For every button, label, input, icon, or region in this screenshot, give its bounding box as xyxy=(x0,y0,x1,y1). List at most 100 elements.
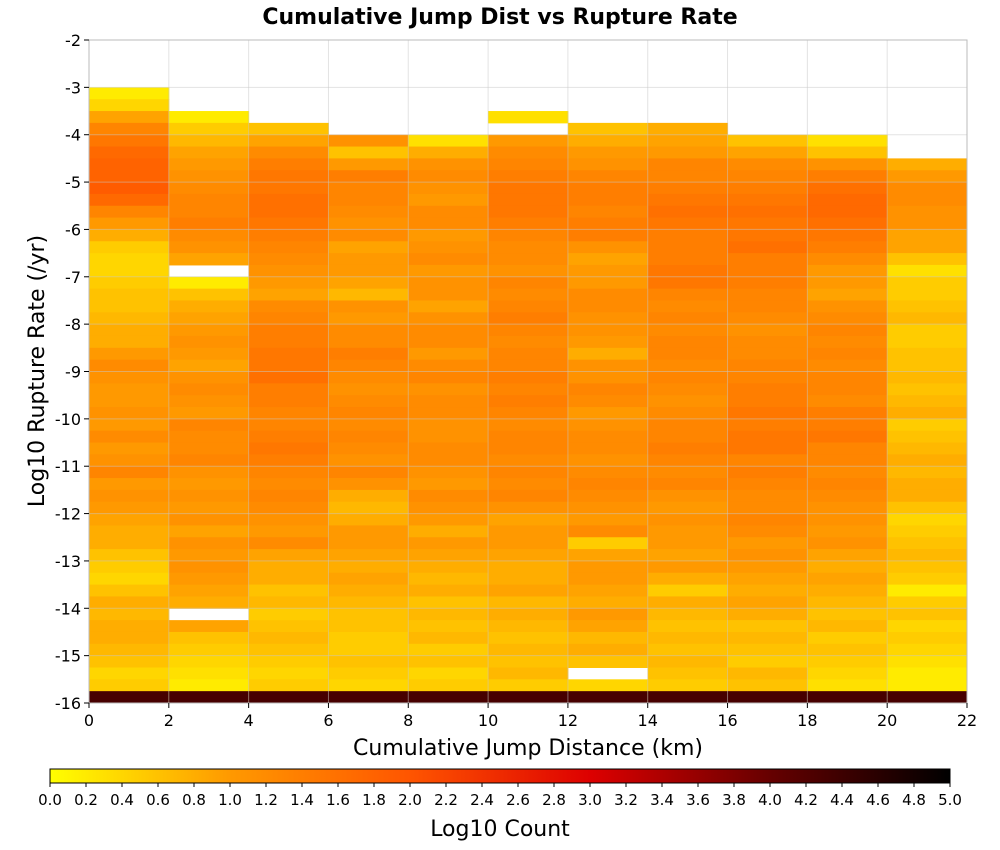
heatmap-cell xyxy=(567,608,649,621)
heatmap-cell xyxy=(408,691,489,703)
heatmap-cell xyxy=(89,324,170,337)
heatmap-cell xyxy=(168,193,250,207)
heatmap-cell xyxy=(168,620,250,633)
heatmap-cell xyxy=(89,466,170,479)
heatmap-cell xyxy=(647,205,729,219)
heatmap-cell xyxy=(647,549,729,562)
heatmap-cell xyxy=(567,513,649,526)
colorbar-tick-label: 4.2 xyxy=(794,791,818,809)
heatmap-cell xyxy=(647,158,729,171)
heatmap-cell xyxy=(567,182,649,195)
heatmap-cell xyxy=(647,122,729,136)
heatmap-cell xyxy=(567,359,649,372)
heatmap-cell xyxy=(488,489,569,503)
heatmap-cell xyxy=(168,442,250,455)
x-tick-label: 22 xyxy=(957,711,977,730)
heatmap-cell xyxy=(89,217,170,230)
heatmap-cell xyxy=(488,525,569,538)
heatmap-cell xyxy=(727,300,808,313)
heatmap-cell xyxy=(887,276,968,290)
heatmap-cell xyxy=(807,324,888,337)
heatmap-cell xyxy=(647,442,729,455)
heatmap-cell xyxy=(408,501,489,515)
heatmap-cell xyxy=(328,371,409,384)
heatmap-cell xyxy=(807,667,888,680)
heatmap-cell xyxy=(647,359,729,372)
heatmap-cell xyxy=(248,489,329,503)
heatmap-cell xyxy=(408,430,489,444)
heatmap-cell xyxy=(807,146,888,159)
heatmap-cell xyxy=(168,572,250,586)
colorbar-label: Log10 Count xyxy=(430,817,570,842)
y-tick-label: -4 xyxy=(65,126,81,145)
heatmap-cell xyxy=(328,253,409,266)
heatmap-cell xyxy=(647,525,729,538)
heatmap-cell xyxy=(488,347,569,361)
heatmap-cell xyxy=(567,300,649,313)
heatmap-cell xyxy=(567,158,649,171)
heatmap-cell xyxy=(567,430,649,444)
heatmap-cell xyxy=(567,466,649,479)
heatmap-cell xyxy=(248,276,329,290)
heatmap-cell xyxy=(567,643,649,657)
heatmap-cell xyxy=(89,300,170,313)
y-tick-label: -3 xyxy=(65,78,81,97)
heatmap-cell xyxy=(328,466,409,479)
colorbar-tick-label: 3.8 xyxy=(722,791,746,809)
heatmap-cell xyxy=(647,454,729,467)
heatmap-cell xyxy=(727,620,808,633)
heatmap-cell xyxy=(488,253,569,266)
heatmap-cell xyxy=(168,501,250,515)
heatmap-cell xyxy=(168,324,250,337)
heatmap-cell xyxy=(807,217,888,230)
heatmap-cell xyxy=(567,335,649,349)
heatmap-cell xyxy=(408,442,489,455)
heatmap-cell xyxy=(89,691,170,703)
heatmap-cell xyxy=(488,395,569,408)
heatmap-cell xyxy=(887,655,968,668)
heatmap-cell xyxy=(488,442,569,455)
heatmap-cell xyxy=(248,158,329,171)
heatmap-cell xyxy=(807,205,888,219)
heatmap-cell xyxy=(727,442,808,455)
heatmap-cell xyxy=(248,253,329,266)
heatmap-cell xyxy=(567,146,649,159)
heatmap-cell xyxy=(647,513,729,526)
heatmap-cell xyxy=(89,407,170,420)
heatmap-cell xyxy=(328,134,409,148)
heatmap-cell xyxy=(89,478,170,491)
heatmap-cell xyxy=(887,560,968,574)
heatmap-cell xyxy=(168,631,250,645)
heatmap-cell xyxy=(408,359,489,372)
x-tick-label: 6 xyxy=(323,711,333,730)
heatmap-cell xyxy=(727,407,808,420)
heatmap-cell xyxy=(647,193,729,207)
heatmap-cell xyxy=(168,525,250,538)
heatmap-cell xyxy=(647,371,729,384)
heatmap-cell xyxy=(408,253,489,266)
heatmap-cell xyxy=(807,572,888,586)
heatmap-cell xyxy=(168,276,250,290)
colorbar-tick-label: 3.6 xyxy=(686,791,710,809)
heatmap-cell xyxy=(567,347,649,361)
heatmap-cell xyxy=(168,182,250,195)
heatmap-cell xyxy=(807,229,888,242)
heatmap-cell xyxy=(647,146,729,159)
y-tick-label: -5 xyxy=(65,173,81,192)
heatmap-cell xyxy=(567,489,649,503)
heatmap-cell xyxy=(887,466,968,479)
heatmap-cell xyxy=(89,454,170,467)
x-axis: 0 2 4 6 8 10 12 14 16 18 20 22 xyxy=(84,703,977,730)
heatmap-cell xyxy=(89,395,170,408)
heatmap-cell xyxy=(248,217,329,230)
y-tick-label: -10 xyxy=(55,410,81,429)
heatmap-cell xyxy=(807,620,888,633)
heatmap-cell xyxy=(328,182,409,195)
heatmap-cell xyxy=(807,489,888,503)
heatmap-cell xyxy=(488,560,569,574)
heatmap-cell xyxy=(89,264,170,278)
heatmap-cell xyxy=(567,418,649,432)
heatmap-cell xyxy=(887,217,968,230)
heatmap-cell xyxy=(647,253,729,266)
heatmap-cell xyxy=(168,335,250,349)
